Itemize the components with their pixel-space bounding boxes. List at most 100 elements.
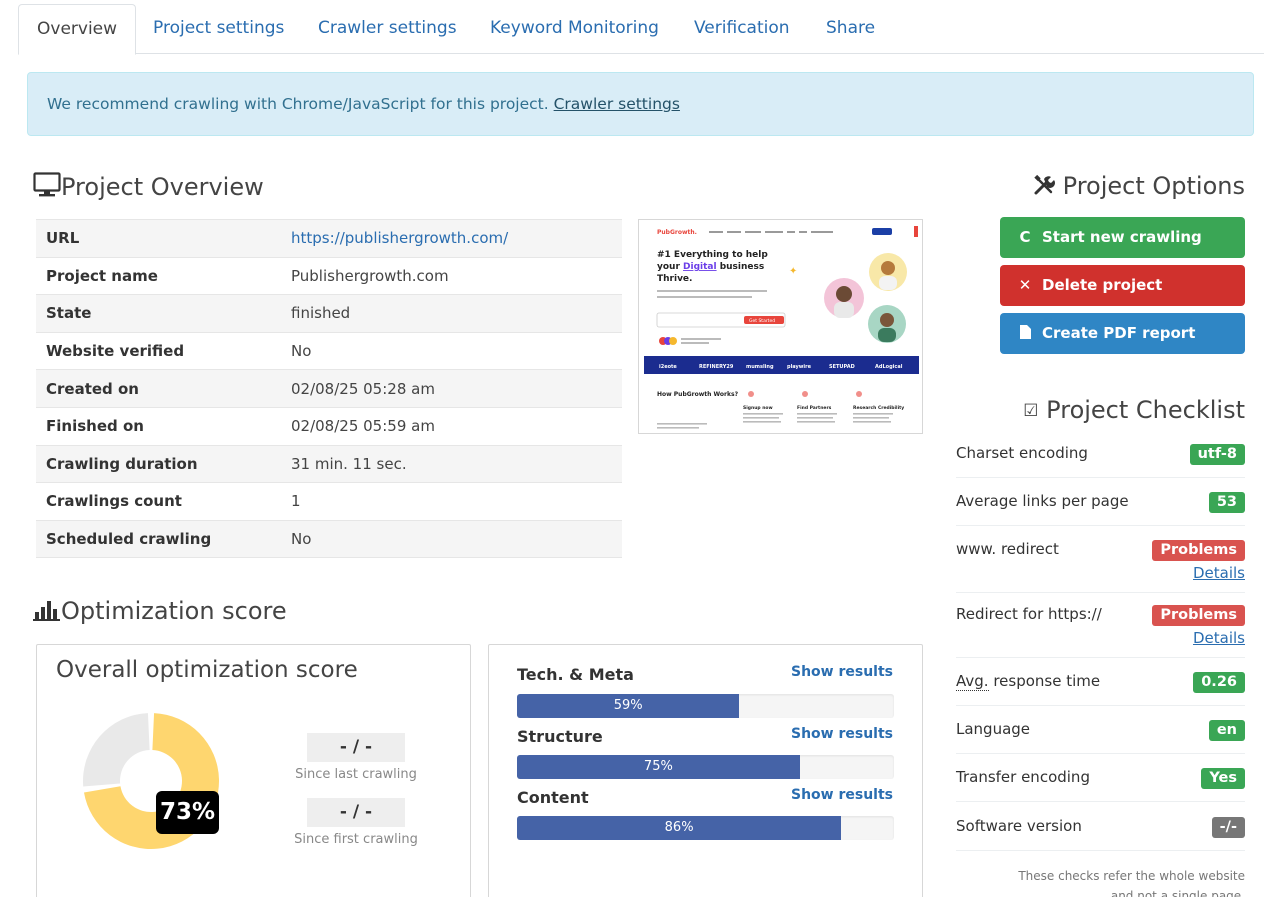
row-key: Website verified — [36, 331, 281, 370]
delete-project-button[interactable]: ✕ Delete project — [1000, 265, 1245, 306]
table-row: URL https://publishergrowth.com/ — [36, 219, 622, 258]
progress-fill: 86% — [517, 816, 842, 840]
row-key: Finished on — [36, 406, 281, 446]
since-first-crawling-caption: Since first crawling — [294, 832, 418, 847]
table-row: Scheduled crawling No — [36, 519, 622, 559]
checklist-label: www. redirect — [956, 540, 1059, 558]
row-key: Project name — [36, 256, 281, 295]
thumb-headline-1: #1 Everything to help — [657, 250, 768, 260]
table-row: Finished on 02/08/25 05:59 am — [36, 406, 622, 446]
project-options-title: Project Options — [1062, 172, 1245, 200]
tab-share[interactable]: Share — [826, 18, 876, 38]
project-checklist-heading: ☑ Project Checklist — [1023, 396, 1245, 424]
thumb-col: Find Partners — [797, 405, 832, 411]
row-key: Scheduled crawling — [36, 519, 281, 559]
overall-score-title: Overall optimization score — [56, 657, 358, 683]
checklist-item-www-redirect: www. redirect Problems Details — [956, 526, 1245, 593]
show-results-content-link[interactable]: Show results — [791, 787, 893, 803]
crawler-settings-link[interactable]: Crawler settings — [553, 95, 680, 113]
tools-icon — [1034, 174, 1056, 195]
create-pdf-report-button[interactable]: Create PDF report — [1000, 313, 1245, 354]
optimization-score-heading: Optimization score — [33, 597, 287, 625]
thumb-headline-3: Thrive. — [657, 274, 692, 284]
avg-abbreviation[interactable]: Avg. — [956, 672, 989, 691]
checklist-label: Charset encoding — [956, 444, 1088, 462]
thumb-col: Signup now — [743, 405, 773, 411]
delete-project-label: Delete project — [1042, 276, 1163, 294]
file-icon — [1016, 313, 1034, 354]
tab-project-settings[interactable]: Project settings — [153, 18, 285, 38]
row-value: No — [281, 519, 622, 559]
table-row: Crawling duration 31 min. 11 sec. — [36, 444, 622, 483]
row-value: No — [281, 331, 622, 370]
progress-bar-content: 86% — [517, 816, 894, 840]
tab-verification[interactable]: Verification — [694, 18, 790, 38]
status-badge: Yes — [1201, 768, 1245, 789]
tab-bar: Overview Project settings Crawler settin… — [18, 4, 1264, 55]
status-badge: Problems — [1152, 540, 1245, 561]
row-value: 31 min. 11 sec. — [281, 444, 622, 483]
row-value: finished — [281, 294, 622, 333]
monitor-icon — [33, 172, 61, 197]
show-results-tech-meta-link[interactable]: Show results — [791, 664, 893, 680]
row-value: 02/08/25 05:59 am — [281, 406, 622, 446]
status-badge: Problems — [1152, 605, 1245, 626]
thumb-brand: SETUPAD — [829, 364, 855, 370]
details-link[interactable]: Details — [1192, 629, 1245, 647]
status-badge: en — [1208, 720, 1245, 741]
status-badge: utf-8 — [1189, 444, 1245, 465]
checklist-note-line: and not a single page. — [1110, 889, 1245, 897]
tab-overview[interactable]: Overview — [18, 4, 137, 55]
donut-remaining-segment — [83, 713, 150, 787]
details-link[interactable]: Details — [1192, 564, 1245, 582]
checklist-item-transfer-encoding: Transfer encoding Yes — [956, 754, 1245, 802]
row-value: 02/08/25 05:28 am — [281, 369, 622, 408]
thumb-bottom-title: How PubGrowth Works? — [657, 391, 739, 398]
table-row: Crawlings count 1 — [36, 482, 622, 521]
row-key: Crawlings count — [36, 482, 281, 521]
project-checklist-title: Project Checklist — [1046, 396, 1245, 424]
close-icon: ✕ — [1018, 276, 1032, 294]
progress-bar-structure: 75% — [517, 755, 894, 779]
project-overview-table: URL https://publishergrowth.com/ Project … — [36, 219, 622, 559]
since-last-crawling-caption: Since last crawling — [295, 767, 417, 782]
checklist-item-response-time: Avg. response time 0.26 — [956, 658, 1245, 706]
checklist-label: Language — [956, 720, 1031, 738]
alert-text: We recommend crawling with Chrome/JavaSc… — [47, 95, 554, 113]
row-key: State — [36, 294, 281, 333]
thumb-brand: i2eote — [659, 364, 677, 370]
row-value: Publishergrowth.com — [281, 256, 622, 295]
thumb-logo: PubGrowth. — [657, 229, 697, 236]
thumb-col: Research Credibility — [853, 405, 904, 411]
project-overview-heading: Project Overview — [33, 172, 264, 201]
table-row: Website verified No — [36, 331, 622, 370]
checklist-label: Average links per page — [956, 492, 1129, 510]
website-preview-image: PubGrowth. #1 Everything to help your Di… — [639, 220, 922, 433]
project-url-link[interactable]: https://publishergrowth.com/ — [291, 229, 509, 248]
tab-keyword-monitoring[interactable]: Keyword Monitoring — [490, 18, 659, 38]
refresh-icon: C — [1019, 228, 1031, 246]
show-results-structure-link[interactable]: Show results — [791, 726, 893, 742]
thumb-brand: AdLogical — [875, 364, 903, 370]
checklist-item-language: Language en — [956, 706, 1245, 754]
optimization-score-title: Optimization score — [61, 597, 287, 625]
table-row: Project name Publishergrowth.com — [36, 256, 622, 295]
bar-chart-icon — [33, 601, 60, 621]
tab-crawler-settings[interactable]: Crawler settings — [318, 18, 457, 38]
status-badge: 53 — [1208, 492, 1245, 513]
project-options-heading: Project Options — [1033, 172, 1245, 200]
svg-text:✦: ✦ — [789, 266, 797, 277]
checklist-note-line: These checks refer the whole website — [1018, 869, 1245, 883]
checkbox-icon: ☑ — [1023, 401, 1039, 421]
start-new-crawling-button[interactable]: C Start new crawling — [1000, 217, 1245, 258]
progress-fill: 75% — [517, 755, 800, 779]
start-new-crawling-label: Start new crawling — [1042, 228, 1202, 246]
checklist-item-charset: Charset encoding utf-8 — [956, 430, 1245, 478]
progress-fill: 59% — [517, 694, 740, 718]
since-first-crawling-value: - / - — [307, 798, 405, 827]
thumb-brand: REFINERY29 — [699, 364, 734, 370]
checklist-item-software-version: Software version -/- — [956, 802, 1245, 851]
recommendation-alert: We recommend crawling with Chrome/JavaSc… — [27, 72, 1254, 136]
checklist-label: Transfer encoding — [956, 768, 1090, 786]
website-screenshot-thumbnail[interactable]: PubGrowth. #1 Everything to help your Di… — [638, 219, 923, 434]
